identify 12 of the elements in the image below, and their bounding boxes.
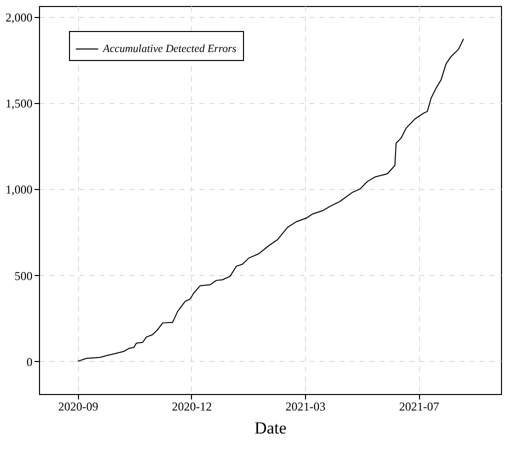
x-axis-title: Date — [254, 418, 287, 438]
x-tick-label: 2020-12 — [172, 400, 212, 414]
y-tick-label: 0 — [26, 354, 32, 369]
y-tick-label: 1,500 — [6, 96, 32, 111]
legend-label: Accumulative Detected Errors — [102, 43, 236, 55]
y-tick-label: 1,000 — [6, 182, 32, 197]
y-tick-label: 500 — [14, 268, 32, 283]
x-tick-label: 2021-07 — [399, 400, 440, 414]
line-series — [77, 38, 464, 362]
x-tick-label: 2020-09 — [58, 400, 98, 414]
x-tick-label: 2021-03 — [285, 400, 326, 414]
y-tick-label: 2,000 — [6, 10, 32, 25]
